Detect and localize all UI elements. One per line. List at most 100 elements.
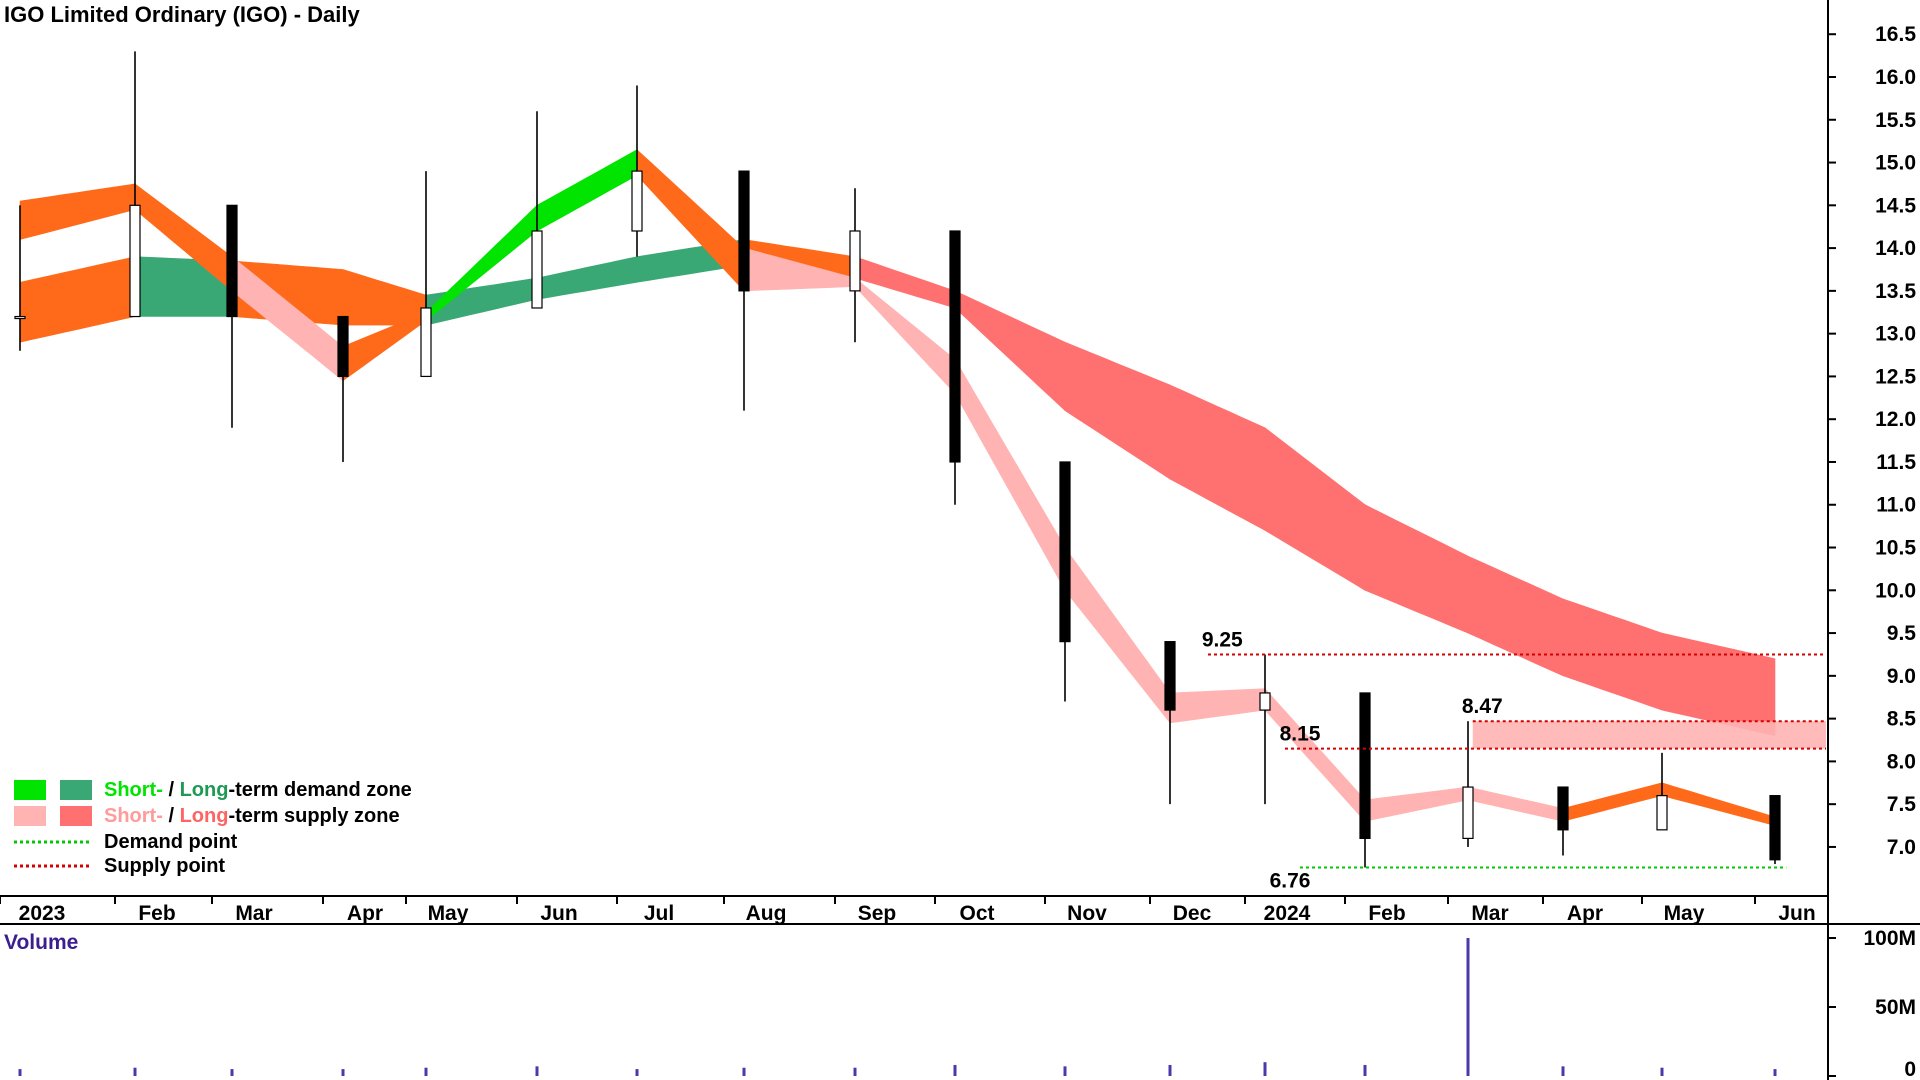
candle-body	[1259, 692, 1271, 711]
volume-bar	[18, 1069, 22, 1076]
legend-label-supply-zone: Short- / Long-term supply zone	[104, 805, 400, 827]
y-tick-label: 15.5	[1875, 109, 1916, 132]
y-tick-label: 14.0	[1875, 237, 1916, 260]
candle-body	[1059, 461, 1071, 643]
candle-body	[738, 170, 750, 292]
short-term-supply-zone-segment	[1169, 688, 1266, 724]
x-tick-label: Oct	[959, 902, 994, 925]
candle-body	[226, 204, 238, 318]
legend-label-demand-zone: Short- / Long-term demand zone	[104, 779, 412, 801]
candle-body	[1359, 692, 1371, 839]
x-tick-label: Mar	[235, 902, 272, 925]
x-tick-label: Jun	[1778, 902, 1815, 925]
candles	[14, 51, 1781, 868]
x-tick-label: 2023	[19, 902, 66, 925]
short-term-supply-zone-segment	[1562, 782, 1663, 822]
short-term-supply-zone-segment	[1264, 687, 1366, 823]
y-tick-label: 10.0	[1875, 579, 1916, 602]
y-tick-label: 8.0	[1887, 750, 1916, 773]
x-tick-label: May	[428, 902, 469, 925]
demand-point-label: 6.76	[1270, 869, 1311, 892]
candle-body	[949, 230, 961, 463]
legend-swatch-short-demand	[14, 780, 46, 800]
x-tick-label: Sep	[858, 902, 897, 925]
supply-point-label: 9.25	[1202, 628, 1243, 651]
legend: Short- / Long-term demand zone Short- / L…	[14, 779, 412, 877]
supply-point-label: 8.47	[1462, 695, 1503, 718]
volume-tick-label: 0	[1904, 1058, 1916, 1080]
long-term-supply-zone-segment	[1264, 427, 1366, 591]
candle-body	[631, 170, 643, 232]
volume-bar	[953, 1064, 957, 1076]
volume-bar	[742, 1067, 746, 1076]
x-axis: 2023 Feb Mar Apr May Jun Jul Aug Sep Oct Nov Dec 202…	[0, 896, 1816, 925]
volume-bar	[635, 1069, 639, 1076]
volume-bar	[424, 1067, 428, 1076]
long-term-supply-zone-segment	[342, 269, 427, 326]
legend-swatch-long-supply	[60, 806, 92, 826]
candle-body	[337, 315, 349, 378]
y-axis: 16.5 16.0 15.5 15.0 14.5 14.0 13.5 13.0 12.5 12.0…	[1828, 23, 1916, 859]
x-tick-label: Jul	[644, 902, 674, 925]
volume-bar	[1466, 938, 1470, 1076]
long-term-supply-zone-segment	[1169, 384, 1266, 531]
y-tick-label: 10.5	[1875, 537, 1916, 560]
short-term-demand-zone-segment	[1661, 782, 1776, 826]
volume-bars	[18, 938, 1777, 1076]
volume-bar	[341, 1069, 345, 1076]
x-tick-label: 2024	[1264, 902, 1311, 925]
y-tick-label: 14.5	[1875, 194, 1916, 217]
candle-body	[1557, 786, 1569, 831]
x-tick-label: Feb	[1368, 902, 1405, 925]
legend-label-demand-point: Demand point	[104, 831, 238, 853]
volume-bar	[133, 1067, 137, 1076]
x-tick-label: Nov	[1067, 902, 1107, 925]
x-tick-label: Mar	[1471, 902, 1508, 925]
volume-bar	[1363, 1064, 1367, 1076]
long-term-demand-zone-segment	[536, 256, 638, 300]
y-tick-label: 11.5	[1876, 451, 1916, 474]
volume-title: Volume	[4, 931, 78, 954]
y-tick-label: 16.5	[1875, 23, 1916, 46]
long-term-supply-zone-segment	[1467, 555, 1564, 677]
candle-body	[531, 230, 543, 309]
candle-body	[129, 204, 141, 318]
legend-swatch-long-demand	[60, 780, 92, 800]
candle-body	[1656, 795, 1668, 831]
x-tick-label: Apr	[1567, 902, 1603, 925]
short-term-demand-zone-segment	[536, 149, 638, 232]
short-term-supply-zone-segment	[1364, 786, 1469, 822]
volume-bar	[1168, 1064, 1172, 1076]
supply-demand-points: 9.25 8.47 8.15 6.76	[1202, 628, 1826, 892]
y-tick-label: 9.0	[1887, 665, 1916, 688]
short-term-zones	[19, 149, 1776, 826]
volume-bar	[535, 1066, 539, 1076]
supply-point-label: 8.15	[1280, 723, 1321, 746]
y-tick-label: 12.5	[1875, 365, 1916, 388]
legend-swatch-short-supply	[14, 806, 46, 826]
supply-band	[1472, 721, 1826, 749]
y-tick-label: 11.0	[1876, 494, 1916, 517]
x-tick-label: Jun	[540, 902, 577, 925]
candle-body	[1462, 786, 1474, 839]
x-tick-label: Apr	[347, 902, 383, 925]
y-tick-label: 7.5	[1887, 793, 1917, 816]
x-tick-label: Feb	[138, 902, 175, 925]
long-term-supply-zone-segment	[19, 256, 136, 343]
short-term-supply-zone-segment	[19, 183, 136, 240]
y-tick-label: 15.0	[1875, 152, 1916, 175]
y-tick-label: 12.0	[1875, 408, 1916, 431]
long-term-supply-zone-segment	[1064, 341, 1171, 480]
chart-title: IGO Limited Ordinary (IGO) - Daily	[4, 2, 360, 27]
volume-bar	[230, 1069, 234, 1076]
volume-tick-label: 50M	[1875, 996, 1916, 1019]
volume-bar	[853, 1067, 857, 1076]
candle-body	[420, 307, 432, 378]
candle-body	[14, 315, 26, 320]
candle-body	[1769, 795, 1781, 861]
volume-axis: 100M 50M 0	[1828, 927, 1916, 1080]
supply-bands	[1472, 721, 1826, 749]
x-tick-label: Dec	[1173, 902, 1212, 925]
y-tick-label: 13.5	[1875, 280, 1916, 303]
